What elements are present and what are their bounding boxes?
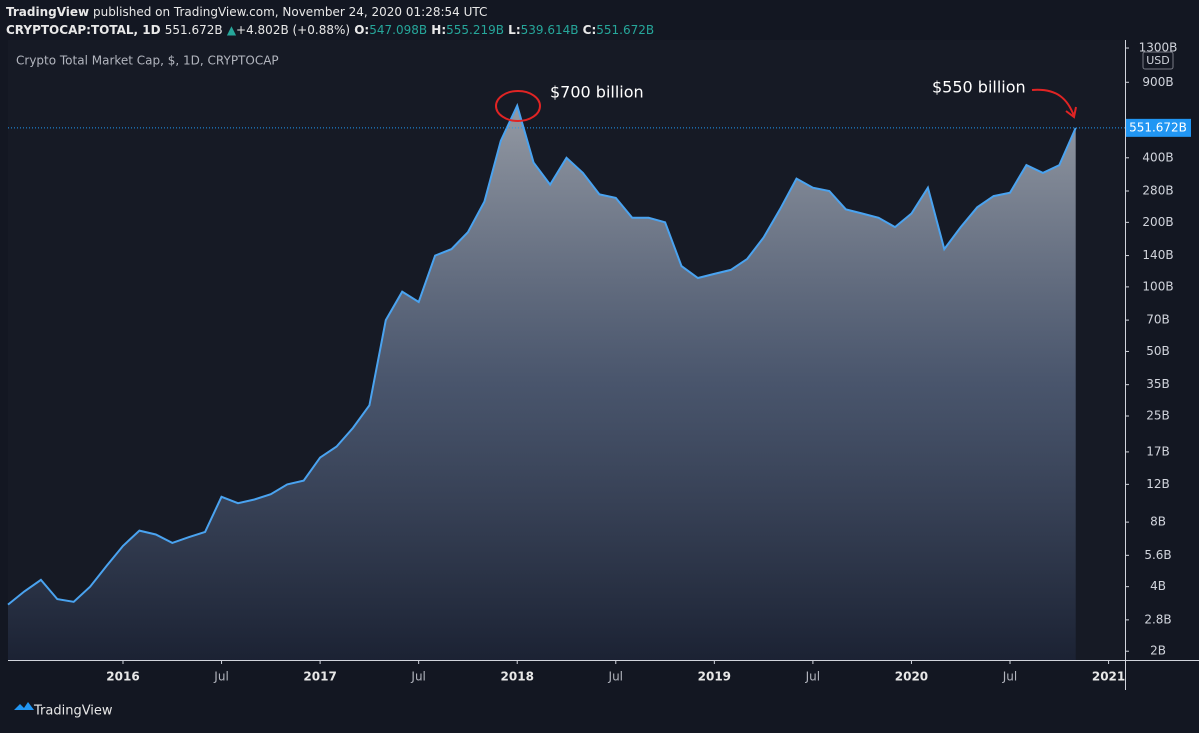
- y-tick-label: 400B: [1142, 150, 1173, 164]
- last: 551.672B: [165, 23, 223, 37]
- price-label: 551.672B: [1129, 120, 1187, 134]
- y-tick-label: 35B: [1146, 377, 1170, 391]
- footer: TradingView: [33, 704, 113, 719]
- annotation: $550 billion: [932, 78, 1026, 97]
- y-tick-label: 1300B: [1139, 41, 1178, 55]
- y-tick-label: 4B: [1150, 579, 1166, 593]
- l-label: L:: [508, 23, 520, 37]
- y-tick-label: 8B: [1150, 515, 1166, 529]
- price-label-box: [1126, 118, 1191, 137]
- y-tick-label: 70B: [1146, 313, 1170, 327]
- x-tick-label: 2016: [106, 670, 139, 684]
- line: [7, 102, 1077, 606]
- x-tick-label: 2017: [303, 670, 336, 684]
- svg-text:TradingView published on Tradi: TradingView published on TradingView.com…: [6, 5, 487, 19]
- x-tick-label: 2020: [895, 670, 928, 684]
- y-tick-label: 25B: [1146, 408, 1170, 422]
- y-tick-label: 280B: [1142, 184, 1173, 198]
- y-tick-label: 200B: [1142, 215, 1173, 229]
- quote-line: CRYPTOCAP:TOTAL, 1D 551.672B ▲+4.802B (+…: [6, 23, 654, 37]
- annotation-arrow: [1031, 88, 1077, 119]
- y-tick-label: 100B: [1142, 279, 1173, 293]
- publisher: TradingView: [6, 5, 89, 19]
- y-tick-label: 2.8B: [1144, 612, 1171, 626]
- logo: [14, 702, 34, 710]
- y-tick-label: 2B: [1150, 644, 1166, 658]
- y-tick-label: 5.6B: [1144, 548, 1171, 562]
- chart-title: Crypto Total Market Cap, $, 1D, CRYPTOCA…: [16, 54, 279, 68]
- currency: USD: [1146, 54, 1170, 67]
- x-tick-label: 2021: [1092, 670, 1125, 684]
- x-tick-label: Jul: [1002, 670, 1017, 684]
- c-value: 551.672B: [596, 23, 654, 37]
- y-tick-label: 12B: [1146, 477, 1170, 491]
- x-tick-label: 2019: [698, 670, 731, 684]
- y-tick-label: 900B: [1142, 75, 1173, 89]
- h-value: 555.219B: [446, 23, 504, 37]
- y-tick-label: 50B: [1146, 344, 1170, 358]
- currency-box: [1142, 51, 1174, 70]
- annotation-circle: [495, 90, 541, 122]
- change: +4.802B (+0.88%): [236, 23, 350, 37]
- l-value: 539.614B: [521, 23, 579, 37]
- annotation: $700 billion: [550, 83, 644, 102]
- o-label: O:: [354, 23, 369, 37]
- x-tick-label: Jul: [213, 670, 228, 684]
- area: [8, 105, 1076, 660]
- h-label: H:: [431, 23, 446, 37]
- x-tick-label: Jul: [608, 670, 623, 684]
- x-tick-label: 2018: [501, 670, 534, 684]
- y-tick-label: 140B: [1142, 248, 1173, 262]
- c-label: C:: [583, 23, 597, 37]
- x-tick-label: Jul: [410, 670, 425, 684]
- published: published on TradingView.com, November 2…: [93, 5, 487, 19]
- up-arrow: ▲: [227, 23, 237, 37]
- o-value: 547.098B: [369, 23, 427, 37]
- y-tick-label: 17B: [1146, 444, 1170, 458]
- x-tick-label: Jul: [805, 670, 820, 684]
- symbol: CRYPTOCAP:TOTAL, 1D: [6, 23, 161, 37]
